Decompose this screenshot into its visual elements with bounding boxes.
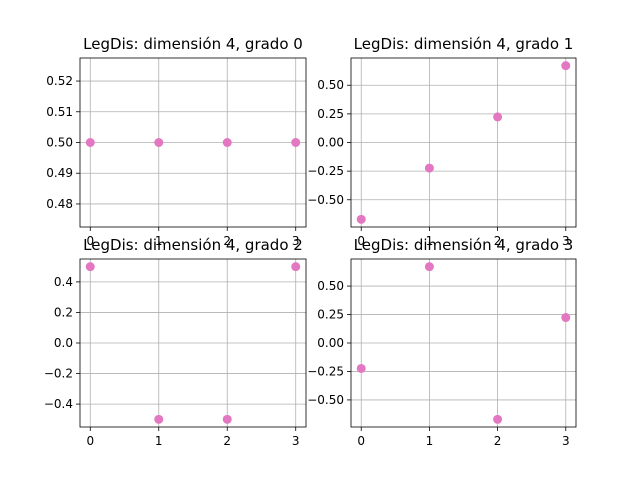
y-tick-label: 0.52 xyxy=(46,74,73,88)
y-tick-label: −0.25 xyxy=(307,364,344,378)
y-tick-label: 0.2 xyxy=(54,305,73,319)
y-tick-label: 0.00 xyxy=(317,136,344,150)
subplot-1: 0 1 2 3 0.48 0.49 0.50 0.51 0.52 LegDis: dimensió… xyxy=(46,35,307,248)
axes-frame xyxy=(79,258,307,428)
data-point xyxy=(154,414,164,424)
x-tick-label: 0 xyxy=(357,434,365,448)
x-tick-label: 1 xyxy=(426,434,434,448)
x-tick-label: 0 xyxy=(86,434,94,448)
x-tick-label: 3 xyxy=(562,434,570,448)
data-point xyxy=(561,313,571,323)
x-tick-label: 3 xyxy=(292,234,300,248)
y-tick-label: 0.51 xyxy=(46,105,73,119)
data-point xyxy=(493,414,503,424)
data-point xyxy=(561,61,571,71)
x-tick-label: 1 xyxy=(426,234,434,248)
y-tick-label: 0.48 xyxy=(46,197,73,211)
data-point xyxy=(356,363,366,373)
x-tick-label: 2 xyxy=(223,434,231,448)
data-point xyxy=(424,262,434,272)
axes-frame xyxy=(79,57,307,228)
axes-frame xyxy=(350,57,577,228)
x-tick-label: 0 xyxy=(86,234,94,248)
data-point xyxy=(493,112,503,122)
y-tick-label: 0.50 xyxy=(317,279,344,293)
y-tick-label: −0.50 xyxy=(307,393,344,407)
x-tick-label: 0 xyxy=(357,234,365,248)
data-point xyxy=(291,138,301,147)
data-point xyxy=(222,138,232,147)
x-tick-label: 3 xyxy=(292,434,300,448)
data-point xyxy=(291,262,301,272)
subplot-3: 0 1 2 3 −0.4 −0.2 0.0 0.2 0.4 LegDis: dimensión 4… xyxy=(44,236,307,448)
data-point xyxy=(154,138,164,147)
y-tick-label: 0.0 xyxy=(54,336,73,350)
subplot-4: 0 1 2 3 −0.50 −0.25 0.00 0.25 0.50 LegDis: dimens… xyxy=(307,236,577,448)
data-point xyxy=(424,163,434,173)
y-tick-label: −0.50 xyxy=(307,193,344,207)
x-tick-label: 2 xyxy=(223,234,231,248)
x-tick-label: 2 xyxy=(494,234,502,248)
data-point xyxy=(222,414,232,424)
x-tick-label: 1 xyxy=(155,434,163,448)
data-point xyxy=(85,138,95,147)
data-point xyxy=(85,262,95,272)
y-tick-label: 0.25 xyxy=(317,107,344,121)
subplot-title: LegDis: dimensión 4, grado 3 xyxy=(354,236,574,254)
y-tick-label: −0.25 xyxy=(307,164,344,178)
y-tick-label: −0.4 xyxy=(44,397,73,411)
y-tick-label: 0.00 xyxy=(317,336,344,350)
y-tick-label: 0.50 xyxy=(317,78,344,92)
y-tick-label: 0.49 xyxy=(46,166,73,180)
x-tick-label: 1 xyxy=(155,234,163,248)
subplot-title: LegDis: dimensión 4, grado 2 xyxy=(83,236,303,254)
y-tick-label: 0.50 xyxy=(46,136,73,150)
y-tick-label: 0.25 xyxy=(317,308,344,322)
subplot-2: 0 1 2 3 −0.50 −0.25 0.00 0.25 0.50 LegDis: dimens… xyxy=(307,35,577,248)
subplot-title: LegDis: dimensión 4, grado 0 xyxy=(83,35,303,53)
y-tick-label: 0.4 xyxy=(54,275,73,289)
axes-frame xyxy=(350,258,577,428)
x-tick-label: 2 xyxy=(494,434,502,448)
subplot-title: LegDis: dimensión 4, grado 1 xyxy=(354,35,574,53)
data-point xyxy=(356,214,366,224)
x-tick-label: 3 xyxy=(562,234,570,248)
y-tick-label: −0.2 xyxy=(44,367,73,381)
